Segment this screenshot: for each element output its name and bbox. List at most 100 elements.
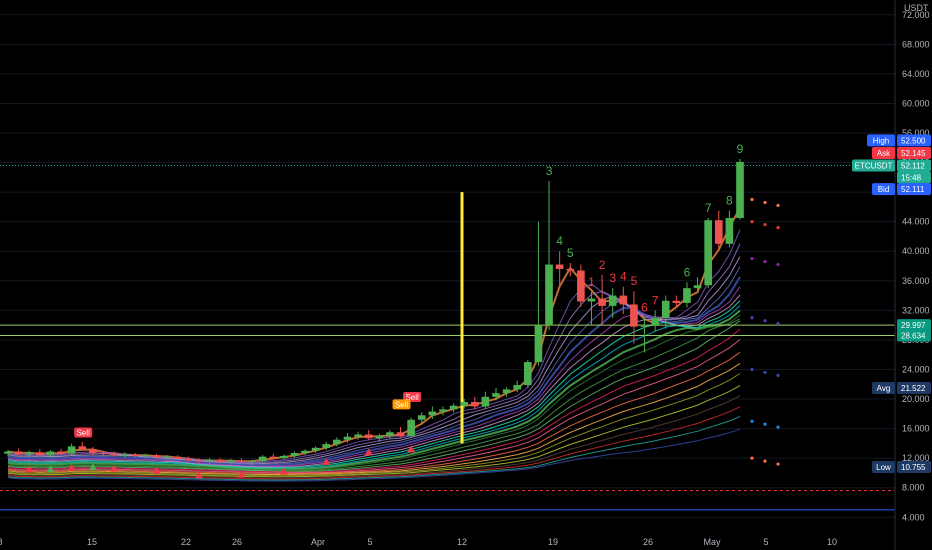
triangle-marker (364, 448, 373, 456)
x-tick-label: 19 (548, 537, 558, 547)
candle-body (4, 451, 12, 454)
price-tag-value: 52.145 (901, 149, 926, 158)
price-tag-value: 52.112 (901, 162, 925, 171)
sell-signal-label: Sell (395, 400, 409, 409)
candle-body (269, 456, 278, 459)
buy-setup-count: 3 (546, 164, 553, 178)
ma-line (7, 314, 741, 471)
candle-body (566, 268, 575, 271)
price-tag-value: 15:48 (901, 173, 922, 182)
y-tick-label: 56.000 (902, 128, 930, 138)
candle-body (449, 405, 458, 410)
projection-dot (776, 262, 780, 267)
price-tag-value-bg (897, 146, 931, 159)
candle-body (258, 456, 267, 462)
price-tag-label-bg (872, 183, 895, 196)
x-tick-label: 22 (181, 537, 191, 547)
candle-body (736, 161, 744, 218)
projection-dots (750, 197, 780, 466)
currency-label: USDT (904, 3, 929, 13)
candle-body (131, 454, 140, 456)
candle-body (152, 455, 161, 458)
projection-dot (776, 322, 780, 326)
projection-dot (750, 419, 754, 423)
price-tag-value: 10.755 (901, 463, 926, 472)
y-tick-label: 12.000 (902, 453, 930, 463)
candle-body (195, 460, 203, 462)
ma-line (7, 309, 741, 471)
projection-dot (750, 456, 754, 460)
ma-line (7, 428, 741, 482)
projection-dot (763, 259, 767, 264)
ma-line (7, 351, 741, 475)
candle-body (301, 450, 309, 453)
time-axis[interactable]: 8 15 22 26 Apr 5 12 19 26 May 5 10 (0, 537, 837, 547)
candle-body (725, 217, 734, 244)
price-tag-value: 21.522 (901, 384, 926, 393)
candle-body (704, 220, 712, 286)
x-tick-label: 26 (232, 537, 242, 547)
y-tick-label: 20.000 (902, 394, 930, 404)
projection-dot (750, 257, 754, 261)
price-tag-value-bg (897, 171, 931, 184)
candle-body (470, 401, 479, 407)
candle-body (577, 270, 585, 302)
price-level-lines (0, 165, 895, 511)
candle-body (46, 451, 55, 456)
candle-body (407, 419, 415, 436)
ma-line (7, 266, 741, 466)
y-tick-label: 64.000 (902, 69, 930, 79)
x-tick-label: 5 (367, 537, 372, 547)
x-tick-label: 5 (763, 537, 768, 547)
y-tick-label: 16.000 (902, 424, 930, 434)
candle-body (89, 449, 97, 453)
candle-body (226, 460, 235, 462)
projection-dot (750, 316, 754, 320)
candle-body (36, 452, 44, 456)
candle-body (78, 446, 87, 450)
candle-body (524, 362, 532, 385)
x-tick-label: 15 (87, 537, 97, 547)
candle-body (608, 295, 617, 306)
candle-body (57, 451, 65, 454)
x-tick-label: 26 (643, 537, 653, 547)
candle-body (386, 432, 394, 436)
projection-dot (776, 203, 780, 208)
y-tick-label: 8.000 (902, 483, 925, 493)
candle-body (333, 439, 341, 445)
candle-body (714, 220, 723, 244)
candle-body (110, 453, 118, 456)
candle-body (311, 447, 320, 451)
price-tag-value: 52.500 (901, 136, 926, 145)
candle-body (481, 396, 490, 407)
ma-line (7, 416, 741, 481)
candle-body (173, 456, 182, 459)
price-tag-label: High (873, 136, 889, 145)
y-tick-label: 32.000 (902, 305, 930, 315)
candle-body (364, 434, 373, 439)
candle-body (375, 435, 384, 439)
x-tick-label: 12 (457, 537, 467, 547)
candle-body (25, 452, 34, 455)
triangle-marker (322, 458, 331, 466)
price-tag-label-bg (872, 146, 895, 159)
candle-body (534, 325, 543, 363)
candle-body (322, 444, 331, 448)
price-tag-label: Ask (877, 149, 891, 158)
candle-body (99, 452, 108, 454)
candle-body (555, 264, 564, 269)
candle-body (428, 411, 437, 416)
triangle-marker (46, 465, 55, 473)
triangle-marker (88, 463, 97, 471)
candle-body (343, 436, 352, 440)
sell-setup-count: 2 (599, 258, 606, 272)
projection-dot (776, 425, 780, 429)
x-tick-label: May (703, 537, 721, 547)
sell-setup-count: 6 (641, 301, 648, 315)
price-tag-value: 28.634 (901, 331, 926, 340)
price-tag-value-bg (897, 461, 931, 474)
triangle-marker (194, 471, 203, 479)
price-tag-value: 52.111 (901, 185, 925, 194)
